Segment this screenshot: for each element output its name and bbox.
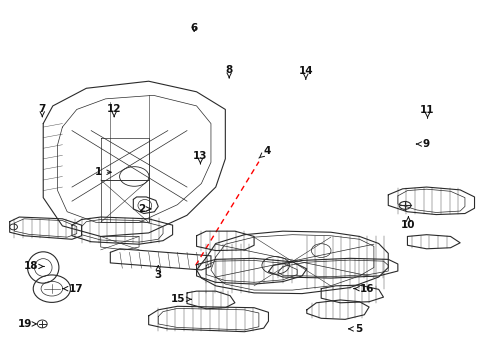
Text: 19: 19 [18, 319, 36, 329]
Text: 14: 14 [298, 66, 312, 79]
Text: 18: 18 [24, 261, 44, 271]
Text: 4: 4 [258, 146, 271, 158]
Text: 7: 7 [39, 104, 46, 117]
Text: 16: 16 [353, 284, 373, 294]
Text: 17: 17 [63, 284, 83, 294]
Text: 9: 9 [416, 139, 428, 149]
Text: 2: 2 [138, 204, 151, 214]
Text: 10: 10 [400, 217, 415, 230]
Text: 12: 12 [107, 104, 121, 117]
Text: 13: 13 [193, 151, 207, 164]
Text: 11: 11 [420, 105, 434, 118]
Text: 1: 1 [95, 167, 111, 177]
Text: 3: 3 [154, 266, 162, 280]
Text: 6: 6 [190, 23, 198, 33]
Text: 5: 5 [348, 324, 362, 334]
Text: 8: 8 [225, 65, 232, 78]
Text: 15: 15 [171, 294, 191, 304]
